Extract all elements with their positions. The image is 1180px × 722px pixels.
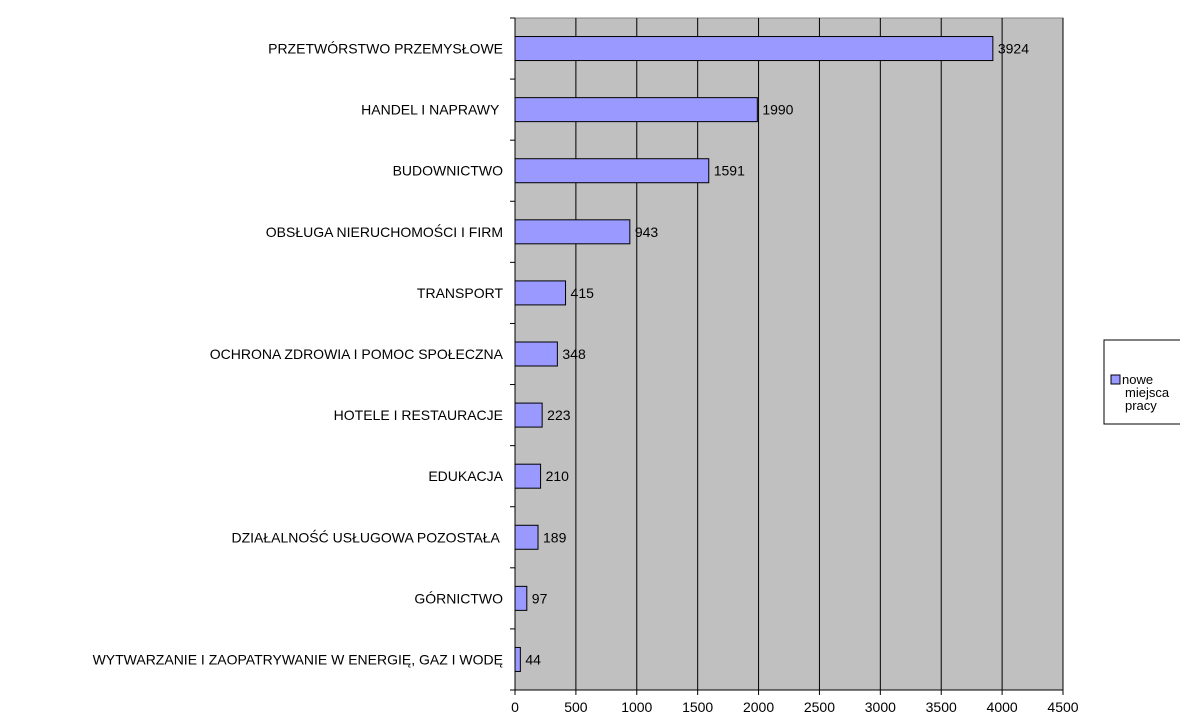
legend-label-line: pracy xyxy=(1125,398,1157,413)
x-tick-label: 500 xyxy=(564,699,588,715)
bar xyxy=(514,341,558,367)
bar xyxy=(514,158,710,184)
bar xyxy=(514,402,543,428)
category-label: HANDEL I NAPRAWY xyxy=(361,102,503,118)
legend: nowe miejsca pracy xyxy=(1103,339,1180,425)
data-label: 348 xyxy=(562,346,586,362)
legend-label-line: nowe xyxy=(1122,372,1153,387)
category-label: PRZETWÓRSTWO PRZEMYSŁOWE xyxy=(268,41,503,57)
bar xyxy=(514,36,994,62)
bar xyxy=(514,463,542,489)
grid-lines xyxy=(575,18,1064,690)
category-label: OCHRONA ZDROWIA I POMOC SPOŁECZNA xyxy=(210,346,504,362)
legend-label-line: miejsca xyxy=(1125,385,1170,400)
x-tick-label: 1000 xyxy=(621,699,652,715)
bar xyxy=(514,585,528,611)
x-tick-label: 3500 xyxy=(926,699,957,715)
x-tick-label: 1500 xyxy=(682,699,713,715)
category-label: BUDOWNICTWO xyxy=(393,163,504,179)
category-label: TRANSPORT xyxy=(417,285,504,301)
bar xyxy=(514,524,539,550)
category-label: GÓRNICTWO xyxy=(414,590,503,606)
bar xyxy=(514,280,567,306)
data-label: 1990 xyxy=(762,102,793,118)
legend-label: nowe miejsca pracy xyxy=(1122,372,1170,413)
bar xyxy=(514,219,631,245)
x-tick-label: 3000 xyxy=(865,699,896,715)
x-tick-label: 2500 xyxy=(804,699,835,715)
y-axis: PRZETWÓRSTWO PRZEMYSŁOWE HANDEL I NAPRAWY… xyxy=(93,17,516,691)
bar xyxy=(514,646,521,672)
data-label: 44 xyxy=(525,651,541,667)
category-label: WYTWARZANIE I ZAOPATRYWANIE W ENERGIĘ, G… xyxy=(93,651,503,667)
bar xyxy=(514,97,758,123)
x-tick-label: 4000 xyxy=(987,699,1018,715)
x-tick-label: 0 xyxy=(511,699,519,715)
category-label: EDUKACJA xyxy=(428,468,503,484)
x-tick-label: 4500 xyxy=(1047,699,1078,715)
category-label: OBSŁUGA NIERUCHOMOŚCI I FIRM xyxy=(266,223,503,240)
x-tick-label: 2000 xyxy=(743,699,774,715)
data-label: 223 xyxy=(547,407,571,423)
legend-swatch xyxy=(1110,374,1121,385)
category-label: HOTELE I RESTAURACJE xyxy=(334,407,503,423)
data-label: 210 xyxy=(546,468,570,484)
data-label: 1591 xyxy=(714,163,745,179)
data-label: 3924 xyxy=(998,41,1029,57)
data-label: 943 xyxy=(635,224,659,240)
data-label: 97 xyxy=(532,590,548,606)
plot-area xyxy=(514,17,1064,691)
x-axis: 0 500 1000 1500 2000 2500 3000 3500 4000 4500 xyxy=(511,689,1079,715)
data-label: 415 xyxy=(571,285,595,301)
category-label: DZIAŁALNOŚĆ USŁUGOWA POZOSTAŁA xyxy=(231,528,503,545)
bars: 3924 1990 1591 943 415 348 223 210 189 97 44 xyxy=(514,36,1029,672)
data-label: 189 xyxy=(543,529,567,545)
